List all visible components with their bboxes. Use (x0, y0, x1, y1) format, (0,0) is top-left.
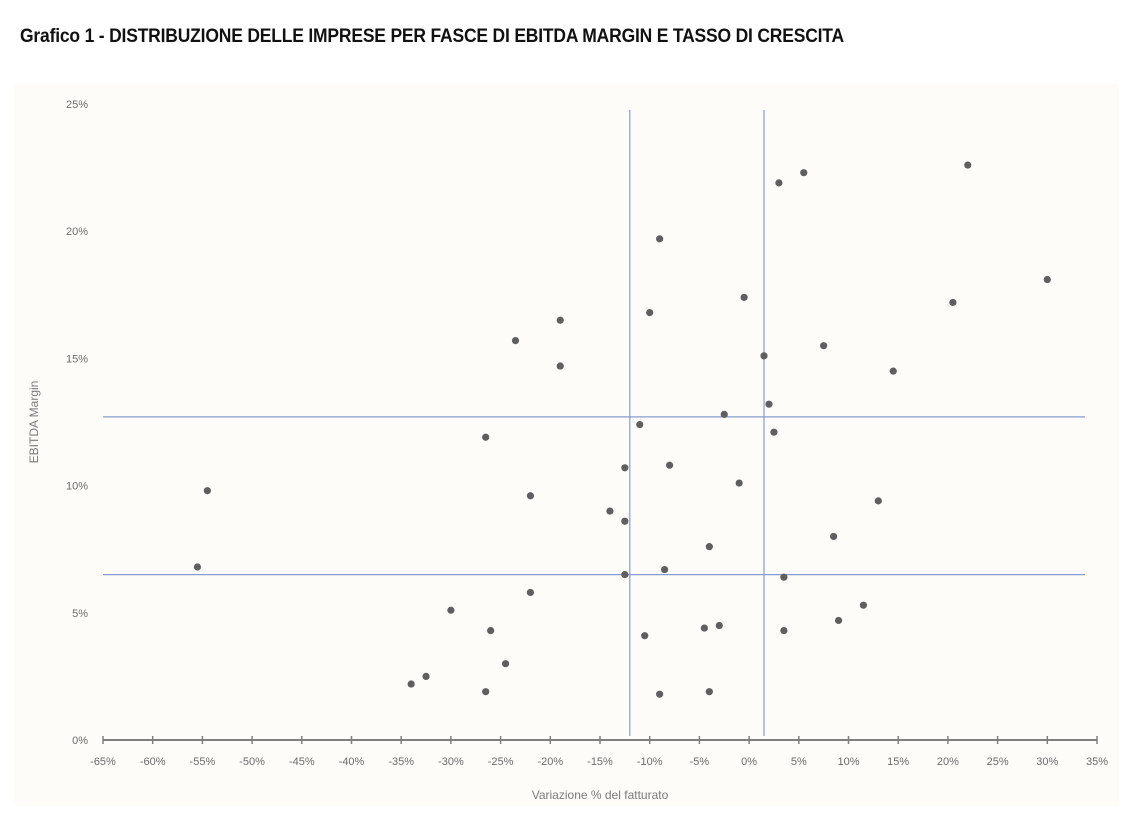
data-point (407, 680, 415, 688)
data-point (820, 342, 828, 350)
data-point (705, 688, 713, 696)
data-point (621, 571, 629, 579)
data-point (720, 410, 728, 418)
data-point (834, 616, 843, 625)
data-point (482, 688, 490, 696)
x-tick-label: 10% (837, 756, 859, 768)
x-tick-label: -55% (190, 756, 216, 768)
x-tick-label: -10% (637, 756, 663, 768)
x-tick-label: 15% (887, 756, 909, 768)
data-point (1043, 275, 1051, 284)
x-tick-label: 0% (741, 756, 757, 768)
x-tick-label: 35% (1086, 756, 1108, 768)
y-tick-label: 5% (72, 608, 88, 620)
data-point (193, 563, 202, 571)
y-tick-label: 10% (66, 481, 88, 493)
y-axis-title: EBITDA Margin (27, 381, 41, 464)
x-tick-label: -35% (388, 756, 414, 768)
data-point (526, 492, 535, 500)
data-point (889, 367, 897, 375)
data-point (760, 352, 768, 360)
data-point (656, 235, 664, 243)
data-point (656, 690, 664, 698)
y-tick-label: 20% (66, 226, 88, 238)
x-tick-label: -15% (587, 756, 613, 768)
x-tick-label: -65% (90, 756, 116, 768)
data-point (859, 601, 868, 609)
data-point (665, 461, 674, 469)
data-point (422, 672, 430, 681)
x-tick-label: -25% (488, 756, 514, 768)
y-tick-label: 25% (66, 99, 88, 111)
data-point (874, 497, 882, 505)
data-point (829, 532, 838, 541)
data-point (526, 588, 535, 597)
data-point (705, 543, 713, 551)
x-tick-label: -5% (690, 756, 710, 768)
data-point (700, 624, 708, 632)
data-point (740, 293, 748, 301)
data-point (482, 433, 490, 441)
x-tick-label: -30% (438, 756, 464, 768)
data-point (203, 487, 211, 495)
x-tick-label: -20% (537, 756, 563, 768)
data-point (735, 479, 743, 487)
data-point (780, 573, 788, 581)
x-tick-label: 5% (791, 756, 807, 768)
data-point (511, 336, 520, 345)
data-point (501, 660, 510, 668)
data-point (621, 517, 629, 525)
data-point (487, 627, 495, 635)
data-point (780, 627, 788, 635)
chart-title: Grafico 1 - DISTRIBUZIONE DELLE IMPRESE … (20, 26, 844, 47)
data-point (641, 632, 649, 640)
chart-area (14, 84, 1119, 806)
y-tick-label: 15% (66, 353, 88, 365)
x-tick-label: -50% (239, 756, 265, 768)
data-point (621, 464, 629, 472)
y-tick-label: 0% (72, 735, 88, 747)
data-point (606, 507, 614, 515)
data-point (770, 428, 778, 436)
x-tick-label: 20% (937, 756, 959, 768)
x-tick-label: 25% (987, 756, 1009, 768)
x-axis-title: Variazione % del fatturato (532, 788, 669, 802)
data-point (661, 565, 669, 574)
data-point (765, 400, 773, 408)
x-tick-label: 30% (1036, 756, 1058, 768)
x-tick-label: -40% (339, 756, 365, 768)
data-point (775, 179, 783, 187)
data-point (715, 621, 723, 630)
data-point (447, 606, 455, 614)
data-point (636, 420, 644, 429)
x-tick-label: -60% (140, 756, 166, 768)
data-point (646, 309, 654, 317)
data-point (556, 316, 564, 324)
data-point (949, 298, 957, 307)
data-point (964, 161, 972, 169)
data-point (556, 362, 564, 370)
x-tick-label: -45% (289, 756, 315, 768)
data-point (800, 169, 808, 177)
